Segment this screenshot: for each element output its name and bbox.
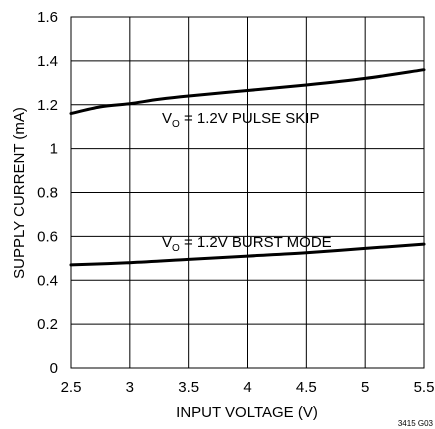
y-tick-label: 1.6: [37, 9, 58, 26]
y-tick-label: 0.4: [37, 272, 58, 289]
x-axis-ticks: 2.5 3 3.5 4 4.5 5 5.5: [61, 379, 435, 396]
y-tick-label: 0.6: [37, 228, 58, 245]
annotation-burst-mode: VO = 1.2V BURST MODE: [162, 234, 332, 254]
y-tick-label: 0: [50, 360, 58, 377]
x-tick-label: 3: [126, 379, 134, 396]
annotation-pulse-skip: VO = 1.2V PULSE SKIP: [162, 110, 319, 130]
x-tick-label: 4.5: [296, 379, 317, 396]
figure-id: 3415 G03: [398, 419, 434, 428]
x-tick-label: 5: [361, 379, 369, 396]
chart-series: [69, 68, 426, 267]
x-tick-label: 5.5: [414, 379, 435, 396]
annotation-burst-mode-sub: O: [172, 243, 180, 254]
x-tick-label: 2.5: [61, 379, 82, 396]
annotation-pulse-skip-v: V: [162, 110, 172, 127]
y-axis-ticks: 0 0.2 0.4 0.6 0.8 1 1.2 1.4 1.6: [37, 9, 58, 377]
series-line-1: [69, 242, 426, 267]
y-tick-label: 0.2: [37, 316, 58, 333]
y-tick-label: 1.2: [37, 97, 58, 114]
annotation-burst-mode-v: V: [162, 234, 172, 251]
y-tick-label: 1: [50, 141, 58, 158]
x-axis-label: INPUT VOLTAGE (V): [176, 404, 318, 421]
annotation-pulse-skip-text: = 1.2V PULSE SKIP: [180, 110, 320, 127]
chart-grid: [70, 16, 425, 369]
x-tick-label: 3.5: [178, 379, 199, 396]
y-tick-label: 1.4: [37, 53, 58, 70]
y-axis-label: SUPPLY CURRENT (mA): [11, 107, 28, 279]
annotation-pulse-skip-sub: O: [172, 119, 180, 130]
annotation-burst-mode-text: = 1.2V BURST MODE: [180, 234, 332, 251]
x-tick-label: 4: [243, 379, 251, 396]
series-line-0: [69, 68, 426, 115]
y-tick-label: 0.8: [37, 185, 58, 202]
